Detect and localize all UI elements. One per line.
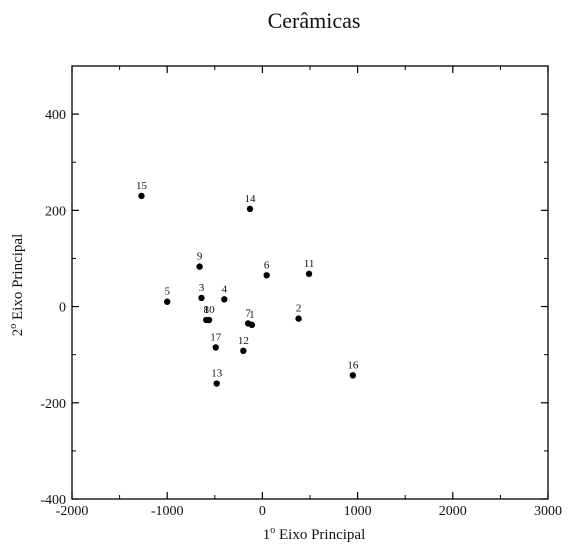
data-point bbox=[305, 270, 313, 278]
x-tick-label: 1000 bbox=[344, 504, 372, 519]
x-tick-label: 3000 bbox=[534, 504, 562, 519]
x-axis-label: 1o Eixo Principal bbox=[263, 525, 366, 543]
y-axis: -400 -200 0 200 400 bbox=[40, 108, 548, 508]
data-point-label: 13 bbox=[211, 368, 223, 380]
data-point-label: 9 bbox=[197, 251, 203, 263]
data-point bbox=[164, 298, 171, 305]
x-tick-label: -1000 bbox=[151, 504, 184, 519]
data-point-label: 7 bbox=[245, 307, 251, 319]
y-tick-label: 400 bbox=[45, 108, 66, 123]
y-tick-label: 0 bbox=[59, 301, 66, 316]
y-tick-label: -400 bbox=[40, 493, 66, 508]
data-point-label: 3 bbox=[199, 282, 205, 294]
x-tick-label: -2000 bbox=[56, 504, 89, 519]
x-tick-label: 0 bbox=[259, 504, 266, 519]
data-point-label: 2 bbox=[296, 303, 302, 315]
data-point bbox=[205, 316, 213, 324]
data-point bbox=[212, 344, 219, 351]
data-point bbox=[248, 321, 256, 329]
data-point-label: 8 bbox=[203, 304, 209, 316]
data-point bbox=[221, 296, 228, 303]
data-point bbox=[349, 372, 357, 379]
y-tick-label: -200 bbox=[40, 397, 66, 412]
chart-title: Cerâmicas bbox=[268, 8, 361, 33]
data-point bbox=[246, 205, 254, 213]
data-point bbox=[263, 272, 270, 279]
data-point-label: 1 bbox=[249, 309, 255, 321]
data-point bbox=[198, 294, 205, 302]
data-point bbox=[240, 347, 247, 355]
x-axis: -2000 -1000 0 1000 2000 3000 bbox=[56, 66, 562, 519]
data-point bbox=[196, 263, 203, 270]
x-tick-label: 2000 bbox=[439, 504, 467, 519]
data-point bbox=[138, 192, 145, 200]
data-point-label: 10 bbox=[204, 304, 216, 316]
data-point-label: 11 bbox=[304, 258, 315, 270]
data-point-label: 17 bbox=[210, 331, 222, 343]
data-point-label: 4 bbox=[222, 283, 228, 295]
data-point-label: 5 bbox=[164, 286, 170, 298]
y-tick-label: 200 bbox=[45, 204, 66, 219]
data-point-label: 12 bbox=[238, 335, 249, 347]
data-point-label: 6 bbox=[264, 259, 270, 271]
data-point-label: 16 bbox=[347, 359, 359, 371]
data-point-label: 15 bbox=[136, 180, 148, 192]
plot-frame bbox=[71, 65, 549, 500]
data-point bbox=[295, 315, 302, 322]
data-point-label: 14 bbox=[245, 193, 257, 205]
data-point bbox=[213, 380, 220, 387]
y-axis-label: 2o Eixo Principal bbox=[8, 234, 26, 337]
